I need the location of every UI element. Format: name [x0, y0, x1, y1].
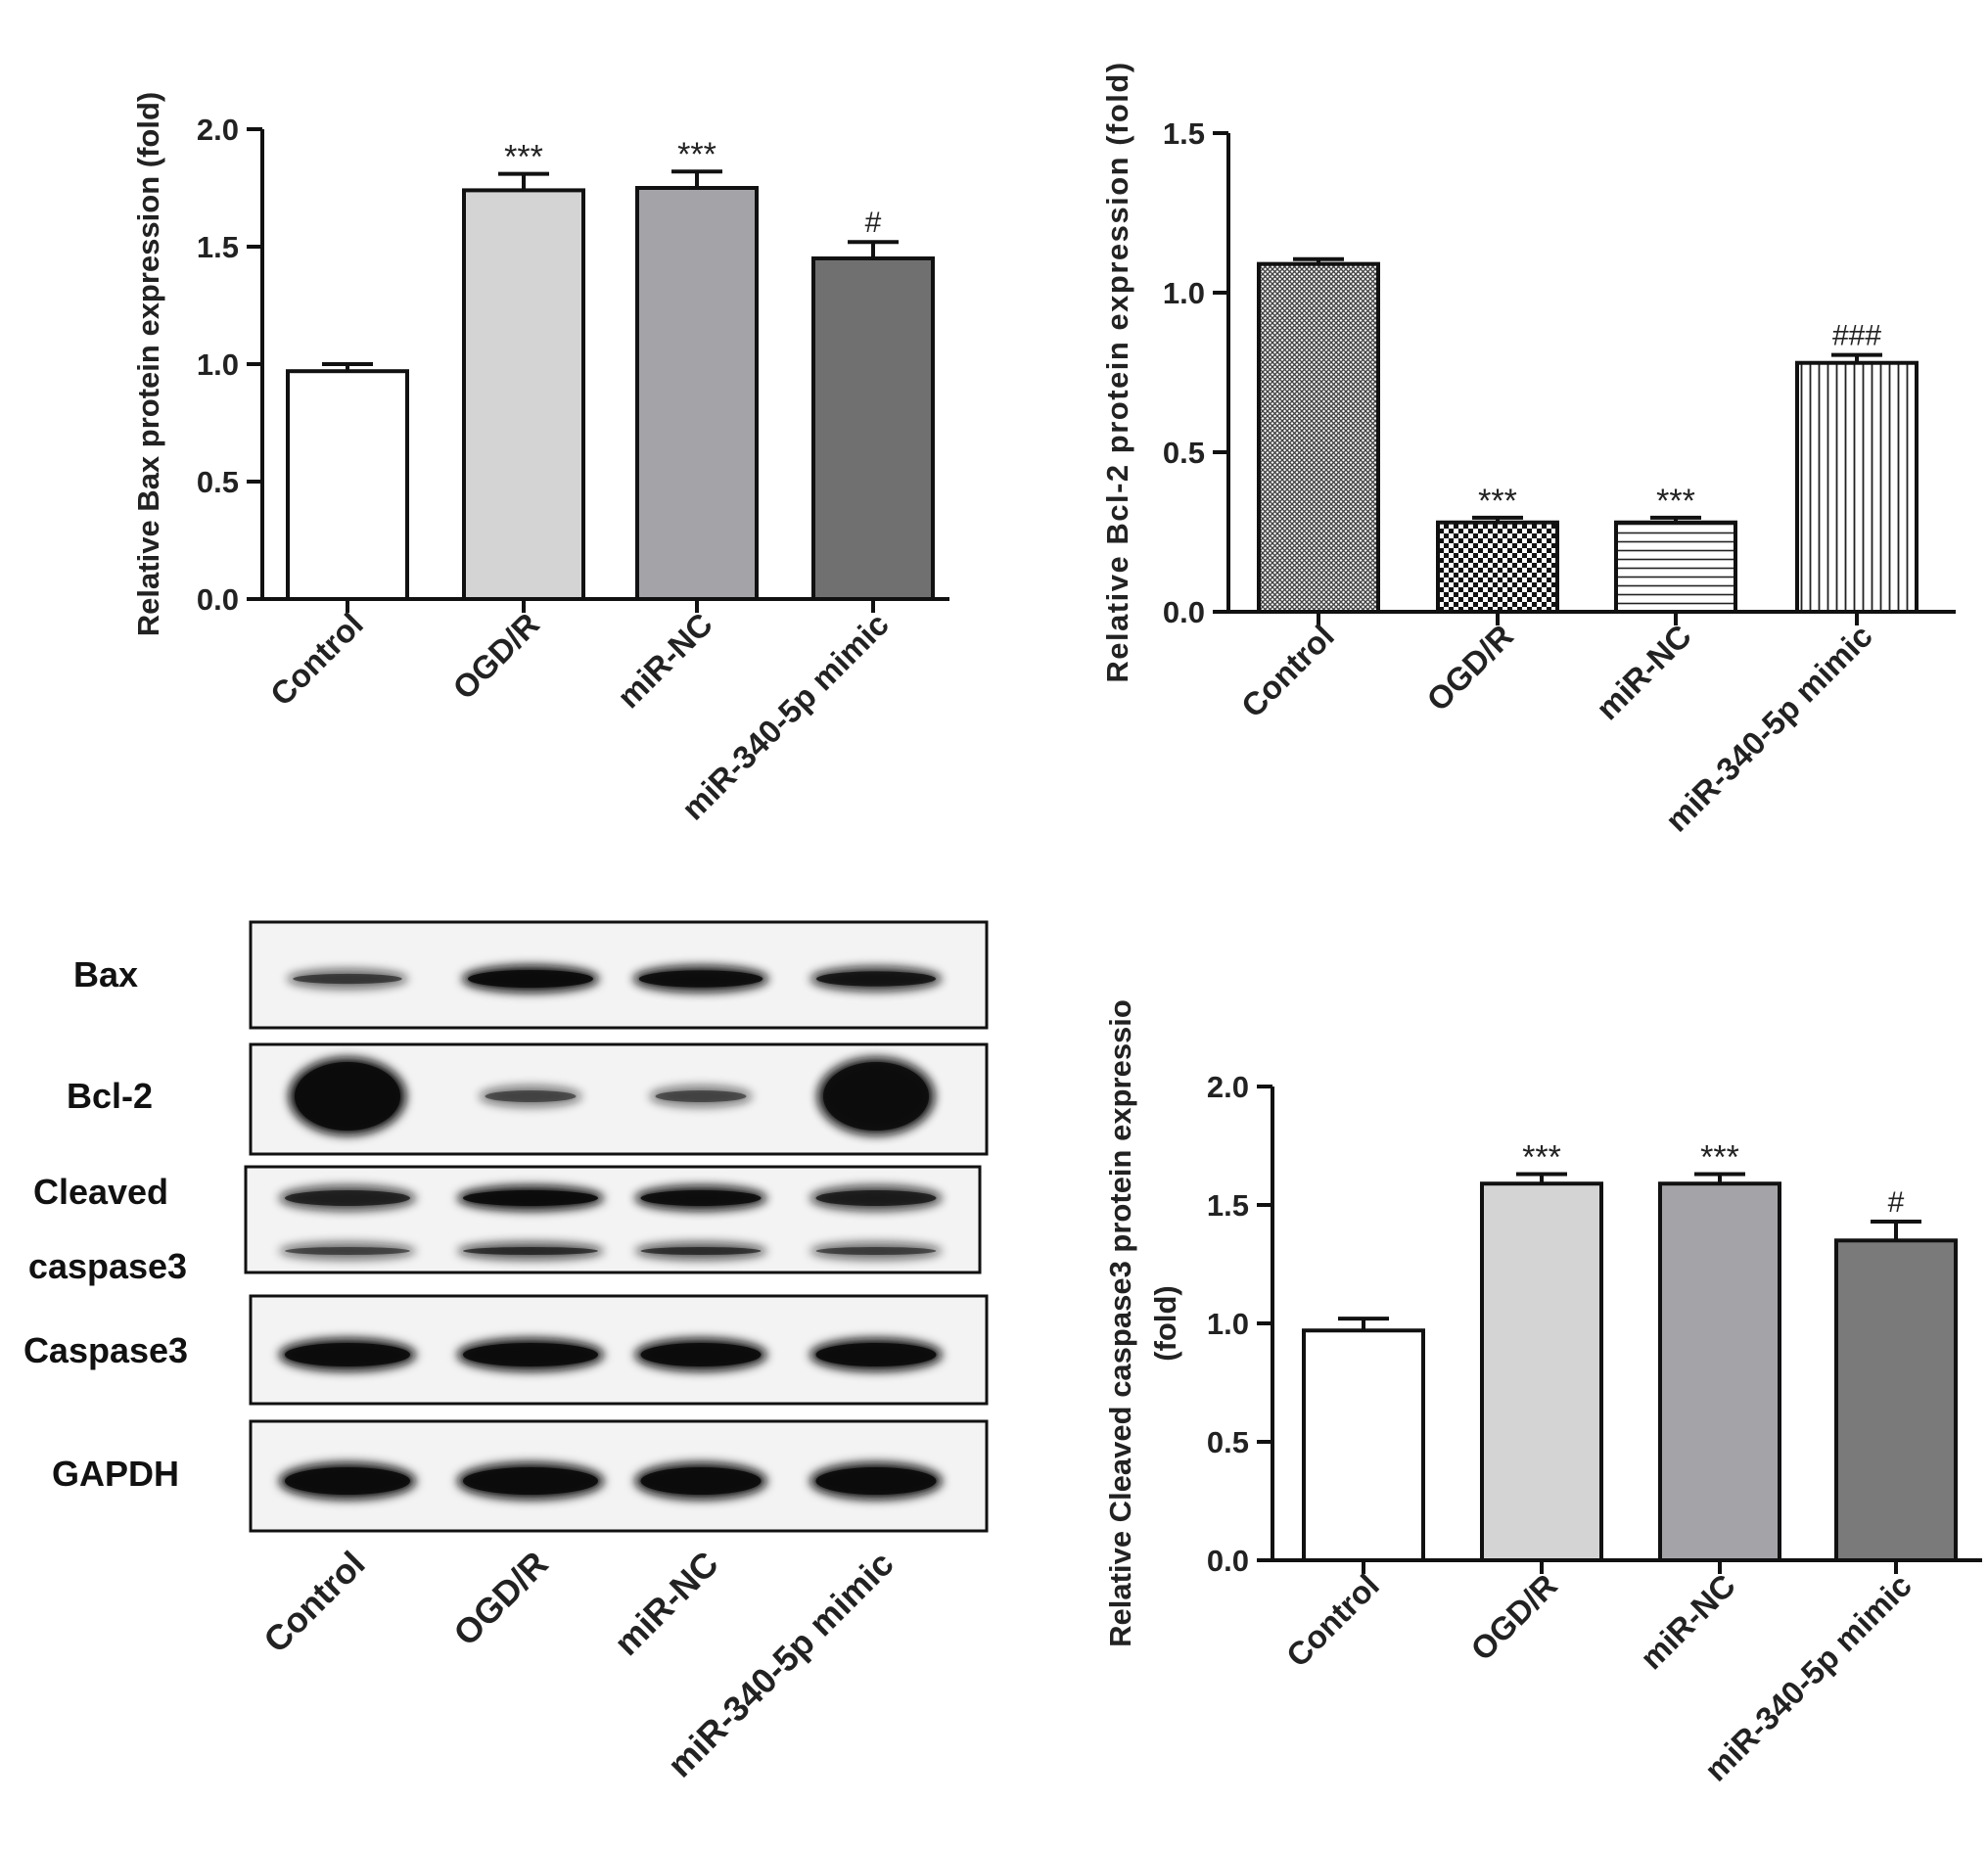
blot-band-core: [485, 1090, 577, 1102]
bar-ogd-r: [462, 188, 585, 601]
significance-label: ***: [1700, 1139, 1739, 1177]
blot-band-core: [463, 1343, 598, 1366]
blot-band-core: [640, 1190, 762, 1206]
blot-label-caspase3-line2: caspase3: [28, 1246, 187, 1286]
blot-band-core: [285, 1467, 410, 1495]
blot-band-core: [640, 1467, 762, 1495]
blot-band-core: [815, 1247, 937, 1255]
blot-lane-label: Control: [255, 1544, 372, 1660]
blot-band-core: [293, 973, 402, 985]
y-tick-label: 1.5: [197, 230, 239, 264]
blot-lane-label: miR-NC: [606, 1544, 725, 1663]
bar-control: [1302, 1328, 1425, 1563]
y-tick-label: 1.5: [1163, 116, 1205, 151]
blot-band-core: [823, 1062, 929, 1131]
y-axis-label-line2: (fold): [1148, 1285, 1182, 1361]
blot-band-core: [815, 1467, 937, 1495]
blot-band-core: [285, 1343, 410, 1366]
blot-band-core: [815, 1190, 937, 1206]
blot-band-core: [463, 1467, 598, 1495]
blot-band-core: [815, 1343, 937, 1366]
blot-label-bcl2: Bcl-2: [67, 1076, 153, 1116]
blot-lane-label: OGD/R: [445, 1544, 555, 1653]
blot-band-core: [295, 1062, 400, 1131]
blot-band: [649, 1086, 753, 1107]
blot-label-caspase3: Caspase3: [23, 1330, 188, 1370]
y-tick-label: 0.5: [1207, 1425, 1249, 1459]
bar-mir-nc: [1658, 1181, 1781, 1562]
blot-band-core: [285, 1247, 410, 1255]
bar-ogd-r: [1436, 520, 1559, 614]
bar-mir-nc: [635, 186, 759, 601]
significance-label: ***: [1656, 483, 1695, 520]
blot-band-core: [816, 971, 936, 987]
x-tick-label: Control: [1234, 618, 1341, 724]
significance-label: ###: [1832, 320, 1881, 352]
blot-panel-bcl-2: [249, 1042, 989, 1156]
blot-label-bax: Bax: [73, 954, 138, 994]
bar-control: [1257, 261, 1380, 614]
y-tick-label: 2.0: [1207, 1070, 1249, 1104]
blot-label-cleaved: Cleaved: [33, 1172, 168, 1212]
y-tick-label: 0.0: [197, 582, 239, 617]
y-tick-label: 1.5: [1207, 1188, 1249, 1223]
bar-mir-340-5p-mimic: [1834, 1238, 1958, 1563]
cleaved-caspase3-bar-chart: 0.0 0.5 1.0 1.5 2.0 Relative Cleaved caspase3…: [1103, 999, 1982, 1788]
y-tick-label: 1.0: [1163, 276, 1205, 310]
significance-label: #: [1888, 1186, 1905, 1219]
blot-band-core: [463, 1190, 598, 1206]
blot-band-core: [285, 1190, 410, 1206]
significance-label: ***: [504, 139, 543, 176]
y-tick-label: 1.0: [197, 347, 239, 382]
blot-band: [479, 1086, 582, 1107]
significance-label: #: [865, 207, 882, 239]
blot-band-core: [640, 1343, 762, 1366]
x-tick-label: miR-NC: [1589, 618, 1698, 727]
blot-panel-cleaved-caspase3: [244, 1165, 982, 1274]
bcl2-bar-chart: 0.0 0.5 1.0 1.5 Relative Bcl-2 protein expre…: [1100, 61, 1956, 839]
x-tick-label: OGD/R: [1463, 1567, 1564, 1668]
blot-band-core: [655, 1090, 747, 1102]
x-tick-label: miR-NC: [610, 606, 719, 716]
blot-panel-caspase3: [249, 1294, 989, 1406]
blot-label-gapdh: GAPDH: [52, 1454, 179, 1494]
bar-mir-340-5p-mimic: [1795, 360, 1919, 614]
x-tick-label: miR-NC: [1633, 1567, 1742, 1677]
x-tick-label: OGD/R: [445, 606, 546, 707]
y-tick-label: 0.5: [197, 465, 239, 499]
blot-panel-bax: [249, 920, 989, 1030]
y-tick-label: 2.0: [197, 113, 239, 147]
bar-ogd-r: [1480, 1181, 1603, 1562]
y-tick-label: 0.0: [1163, 595, 1205, 629]
x-tick-label: Control: [1279, 1567, 1386, 1674]
y-axis-label: Relative Bax protein expression (fold): [131, 92, 165, 636]
y-tick-label: 0.5: [1163, 436, 1205, 470]
y-axis-label: Relative Bcl-2 protein expression (fold): [1100, 61, 1134, 682]
bar-control: [286, 369, 409, 602]
blot-band-core: [640, 1247, 762, 1255]
blot-band-core: [638, 970, 763, 988]
western-blot: Bax Bcl-2 Cleaved caspase3 Caspase3 GAPD…: [23, 920, 989, 1785]
blot-band-core: [463, 1247, 598, 1255]
x-tick-label: miR-340-5p mimic: [1658, 618, 1879, 839]
x-tick-label: Control: [263, 606, 370, 713]
bax-bar-chart: 0.0 0.5 1.0 1.5 2.0 Relative Bax protein expr…: [131, 92, 949, 827]
significance-label: ***: [1478, 483, 1517, 520]
y-axis-label: Relative Cleaved caspase3 protein expres…: [1103, 999, 1137, 1647]
bar-mir-340-5p-mimic: [811, 256, 935, 601]
y-tick-label: 1.0: [1207, 1307, 1249, 1341]
blot-panel-gapdh: [249, 1419, 989, 1533]
x-tick-label: OGD/R: [1419, 618, 1520, 718]
bar-mir-nc: [1614, 520, 1737, 614]
y-tick-label: 0.0: [1207, 1544, 1249, 1578]
significance-label: ***: [677, 136, 717, 173]
significance-label: ***: [1522, 1139, 1561, 1177]
blot-band-core: [468, 970, 593, 988]
